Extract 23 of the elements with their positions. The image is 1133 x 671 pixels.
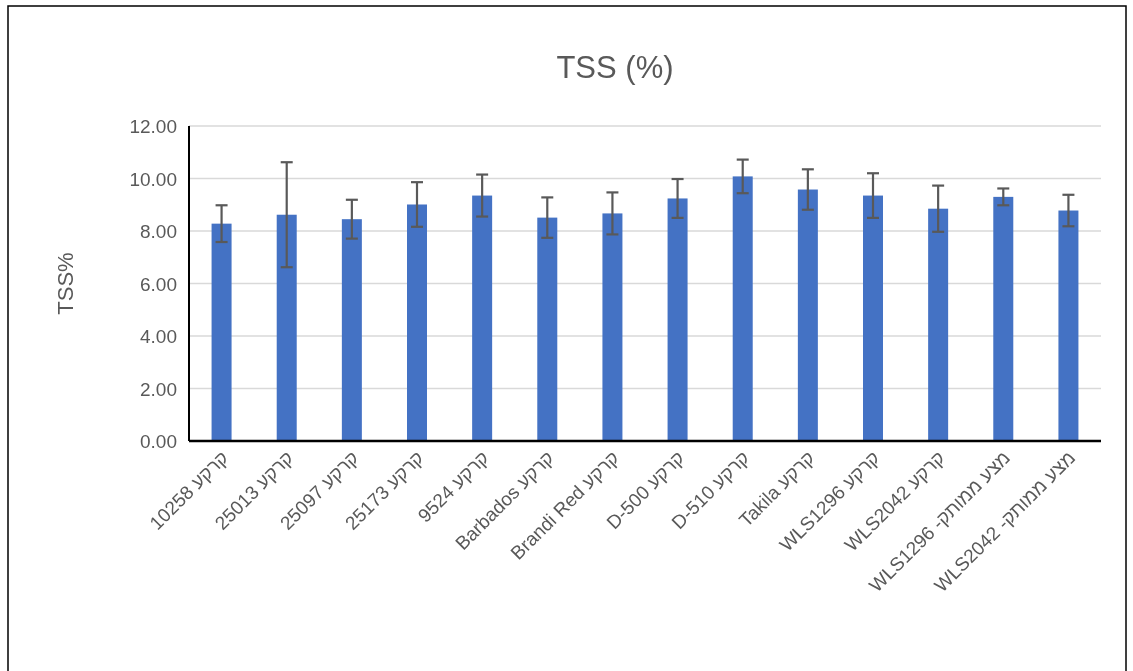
bar	[993, 196, 1014, 441]
y-tick-label: 8.00	[140, 221, 177, 242]
chart-title: TSS (%)	[556, 50, 674, 85]
bar	[667, 198, 688, 441]
bar	[928, 208, 949, 441]
bar	[537, 217, 558, 441]
bar	[602, 213, 623, 441]
bar	[863, 195, 883, 441]
bar	[276, 214, 297, 441]
bar	[732, 176, 753, 441]
bar	[797, 189, 818, 441]
y-axis-title: TSS%	[53, 252, 78, 315]
y-tick-label: 6.00	[140, 273, 177, 295]
y-tick-label: 2.00	[140, 378, 177, 400]
bar	[472, 195, 493, 441]
bar	[211, 223, 232, 441]
bar	[407, 204, 427, 441]
bar	[1058, 210, 1079, 441]
y-tick-label: 10.00	[129, 168, 177, 190]
y-tick-label: 0.00	[140, 431, 177, 452]
bar	[341, 219, 362, 441]
y-tick-label: 4.00	[140, 326, 177, 347]
y-tick-label: 12.00	[129, 116, 177, 137]
